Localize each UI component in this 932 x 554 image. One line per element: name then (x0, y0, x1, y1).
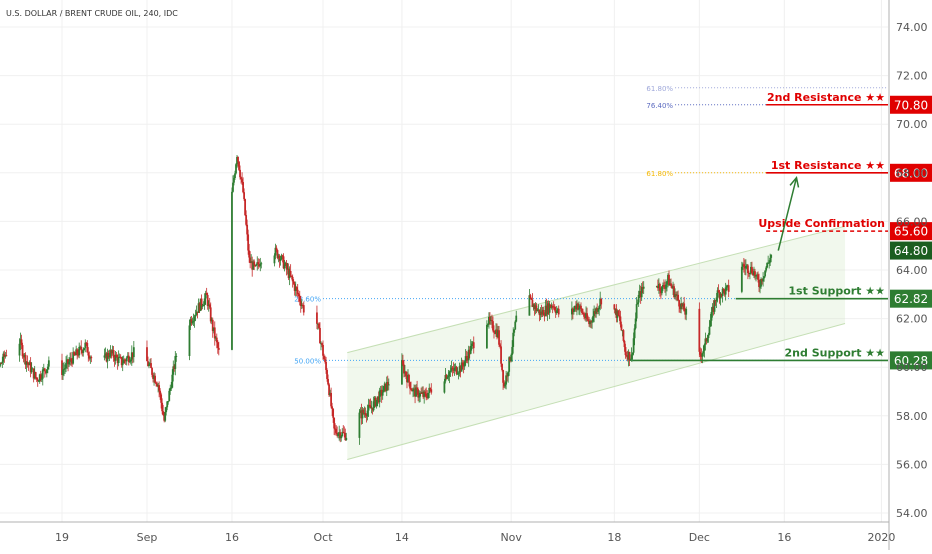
fib-label: 50.00% (294, 357, 321, 365)
candle-body (118, 357, 120, 363)
candle-body (473, 342, 475, 348)
y-tick-label: 72.00 (896, 70, 928, 83)
y-tick-label: 68.00 (896, 167, 928, 180)
x-tick-label: 19 (55, 531, 69, 544)
x-tick-label: Oct (313, 531, 333, 544)
candle-body (643, 287, 645, 289)
candle-body (498, 330, 500, 344)
price-tag-value: 62.82 (894, 292, 928, 306)
candle-body (501, 364, 503, 370)
candle (214, 321, 216, 345)
candle-body (636, 304, 638, 318)
y-tick-label: 54.00 (896, 507, 928, 520)
candle-body (303, 305, 305, 312)
y-tick-label: 58.00 (896, 410, 928, 423)
candle-body (319, 328, 321, 343)
candle-body (48, 360, 50, 366)
x-tick-label: Dec (689, 531, 710, 544)
y-tick-label: 56.00 (896, 458, 928, 471)
candle-body (430, 389, 432, 392)
candle-body (260, 263, 262, 264)
candle-body (316, 312, 318, 323)
y-tick-label: 64.00 (896, 264, 928, 277)
candle-body (600, 299, 602, 304)
candle-body (388, 384, 390, 385)
candle-body (515, 316, 517, 322)
level-name-label: 1st Support ★★ (788, 285, 885, 298)
candle-body (231, 192, 233, 350)
candle-body (770, 255, 772, 258)
x-tick-label: 16 (777, 531, 791, 544)
candle-body (623, 330, 625, 341)
chart-title: U.S. DOLLAR / BRENT CRUDE OIL, 240, IDC (6, 9, 178, 18)
candle-body (175, 356, 177, 357)
candle (72, 347, 74, 364)
candle (528, 289, 530, 316)
candle-body (382, 392, 384, 395)
candle-body (5, 355, 7, 356)
candle-body (243, 192, 245, 199)
candle-body (239, 170, 241, 177)
x-tick-label: 16 (225, 531, 239, 544)
candle-body (218, 348, 220, 350)
candle-body (408, 375, 410, 382)
last-price-value: 64.80 (894, 244, 928, 258)
level-name-label: 1st Resistance ★★ (771, 159, 885, 172)
candle-body (709, 327, 711, 335)
level-name-label: 2nd Support ★★ (785, 346, 886, 359)
candle-body (35, 372, 37, 378)
last-price-tag: 64.80 (890, 242, 932, 260)
candle (231, 187, 233, 350)
candle-body (237, 157, 239, 162)
price-tag-value: 70.80 (894, 98, 928, 112)
y-tick-label: 62.00 (896, 313, 928, 326)
candle-body (133, 347, 135, 357)
fib-label: 76.40% (646, 102, 673, 110)
candle-body (345, 438, 347, 440)
level-name-label: 2nd Resistance ★★ (767, 91, 885, 104)
x-tick-label: 18 (607, 531, 621, 544)
candle-body (698, 309, 700, 352)
y-tick-label: 74.00 (896, 21, 928, 34)
price-tag: 62.82 (890, 290, 932, 308)
candle-body (514, 322, 516, 330)
price-tag: 70.80 (890, 96, 932, 114)
candle-body (677, 295, 679, 300)
candle-body (634, 328, 636, 338)
fib-label: 61.80% (646, 85, 673, 93)
candle-body (741, 267, 743, 292)
candle-body (621, 324, 623, 330)
candle-body (290, 271, 292, 276)
x-tick-label: 14 (395, 531, 409, 544)
fib-label: 61.80% (646, 170, 673, 178)
y-tick-label: 70.00 (896, 118, 928, 131)
y-tick-label: 66.00 (896, 215, 928, 228)
x-tick-label: Sep (137, 531, 158, 544)
candle-body (90, 357, 92, 358)
candle-body (359, 413, 361, 438)
x-tick-label: Nov (500, 531, 522, 544)
candle-body (558, 309, 560, 315)
candle-body (486, 325, 488, 348)
x-tick-label: 2020 (867, 531, 895, 544)
candle-body (500, 346, 502, 363)
level-name-label: Upside Confirmation (758, 217, 885, 230)
candle-body (728, 285, 730, 292)
candle-body (332, 409, 334, 418)
candle-body (685, 309, 687, 315)
y-tick-label: 60.00 (896, 361, 928, 374)
